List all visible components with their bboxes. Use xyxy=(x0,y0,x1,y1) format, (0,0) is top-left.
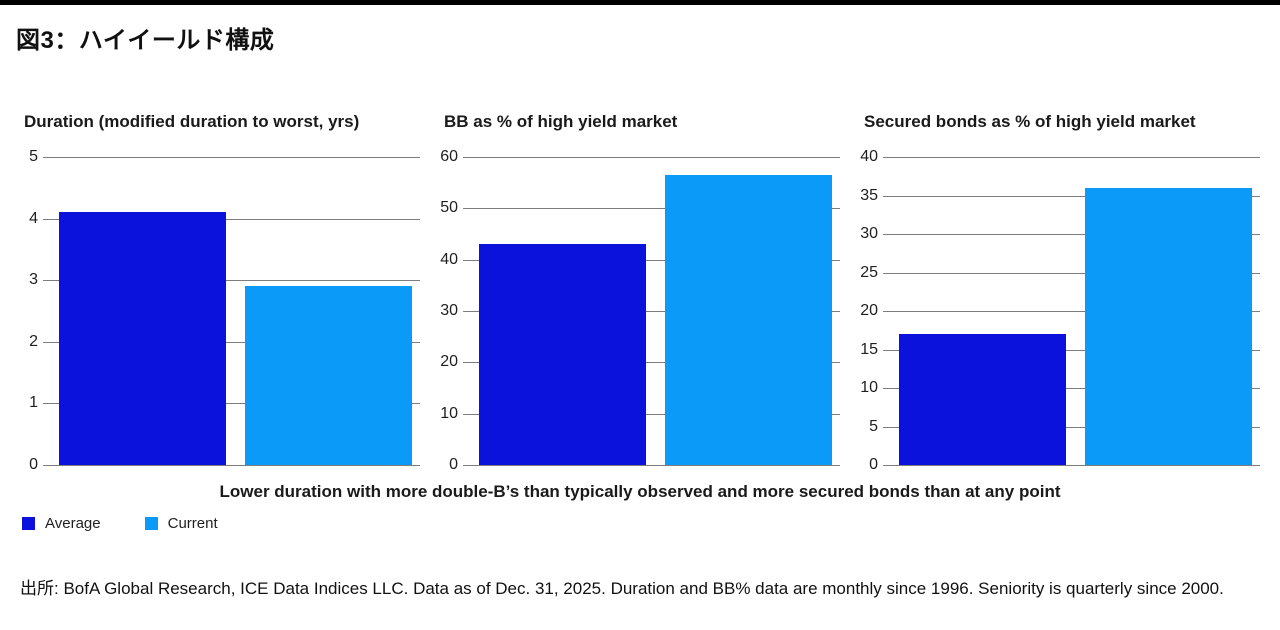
y-tick-label: 10 xyxy=(440,404,458,422)
gridline xyxy=(463,157,840,158)
gridline xyxy=(463,259,840,261)
gridline xyxy=(43,341,420,343)
chart-panel-duration: Duration (modified duration to worst, yr… xyxy=(16,112,424,473)
gridline xyxy=(883,349,1260,351)
y-tick-label: 15 xyxy=(860,340,878,358)
gridline xyxy=(43,157,420,158)
gridline xyxy=(883,272,1260,274)
gridline xyxy=(43,280,420,282)
gridline xyxy=(883,195,1260,197)
gridline xyxy=(883,311,1260,312)
y-tick-label: 0 xyxy=(449,456,458,473)
chart-panel-bb-percent: BB as % of high yield market 0 10 20 30 40 50… xyxy=(436,112,844,473)
y-tick-label: 35 xyxy=(860,186,878,204)
current-swatch-icon xyxy=(144,517,158,530)
y-tick-label: 5 xyxy=(29,148,38,165)
bar-average xyxy=(59,212,227,465)
y-tick-label: 3 xyxy=(29,271,38,289)
y-tick-label: 40 xyxy=(440,250,458,268)
top-rule xyxy=(0,0,1280,5)
plot-area-secured-bonds: 0 5 10 15 20 25 30 35 40 xyxy=(860,149,1260,473)
y-tick-label: 30 xyxy=(860,225,878,242)
bar-current xyxy=(244,286,412,465)
y-tick-label: 30 xyxy=(440,302,458,319)
legend-label: Average xyxy=(45,515,101,532)
y-tick-label: 5 xyxy=(869,417,878,435)
gridline xyxy=(883,234,1260,235)
legend-item-current: Current xyxy=(144,515,218,532)
legend-item-average: Average xyxy=(22,515,101,532)
gridline xyxy=(463,465,840,466)
y-tick-label: 1 xyxy=(29,394,38,412)
gridline xyxy=(883,388,1260,389)
gridline xyxy=(883,465,1260,466)
bar-current xyxy=(664,174,832,465)
charts-row: Duration (modified duration to worst, yr… xyxy=(0,112,1280,473)
y-tick-label: 20 xyxy=(440,353,458,371)
bar-average xyxy=(899,334,1067,465)
plot-area-duration: 0 1 2 3 4 5 xyxy=(29,149,420,473)
chart-title: BB as % of high yield market xyxy=(444,112,678,131)
gridline xyxy=(463,413,840,415)
source-note: 出所: BofA Global Research, ICE Data Indic… xyxy=(20,579,1224,598)
gridline xyxy=(43,403,420,405)
gridline xyxy=(43,465,420,466)
y-tick-label: 0 xyxy=(869,456,878,473)
page-title: 図3：ハイイールド構成 xyxy=(16,27,275,54)
gridline xyxy=(43,218,420,220)
gridline xyxy=(883,426,1260,428)
y-tick-label: 25 xyxy=(860,263,878,281)
bar-current xyxy=(1084,187,1252,465)
y-tick-label: 4 xyxy=(29,209,38,227)
plot-area-bb-percent: 0 10 20 30 40 50 60 xyxy=(440,149,840,473)
legend-label: Current xyxy=(167,515,218,532)
legend: Average Current xyxy=(22,515,1280,532)
chart-title: Secured bonds as % of high yield market xyxy=(864,112,1196,131)
y-tick-label: 10 xyxy=(860,379,878,396)
y-tick-label: 20 xyxy=(860,302,878,319)
average-swatch-icon xyxy=(22,517,35,530)
y-tick-label: 50 xyxy=(440,199,458,217)
y-tick-label: 40 xyxy=(860,148,878,165)
gridline xyxy=(883,157,1260,158)
bar-average xyxy=(479,244,647,465)
gridline xyxy=(463,311,840,312)
figure-caption: Lower duration with more double-B’s than… xyxy=(219,482,1061,501)
chart-panel-secured-bonds: Secured bonds as % of high yield market … xyxy=(856,112,1264,473)
y-tick-label: 60 xyxy=(440,148,458,165)
chart-title: Duration (modified duration to worst, yr… xyxy=(24,112,360,131)
gridline xyxy=(463,362,840,364)
y-tick-label: 2 xyxy=(29,332,38,350)
gridline xyxy=(463,208,840,210)
y-tick-label: 0 xyxy=(29,456,38,473)
